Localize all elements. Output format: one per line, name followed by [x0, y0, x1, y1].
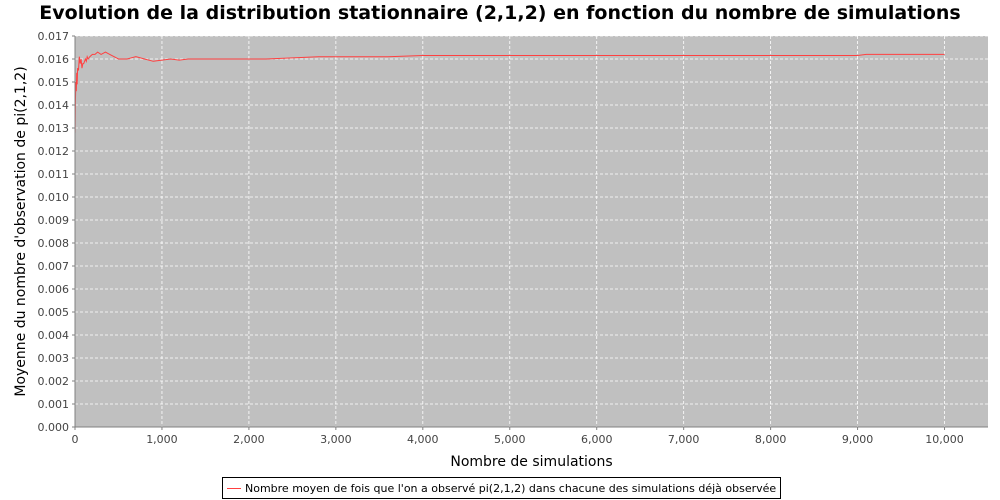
y-tick-label: 0.004	[38, 329, 70, 342]
y-tick-label: 0.014	[38, 99, 70, 112]
y-tick-label: 0.007	[38, 260, 70, 273]
x-tick-label: 7,000	[668, 433, 700, 446]
x-tick-label: 10,000	[925, 433, 964, 446]
x-tick-label: 6,000	[581, 433, 613, 446]
axes: 0.000 0.001 0.002 0.003 0.004 0.005 0.006 0.007…	[38, 30, 988, 446]
x-tick-label: 0	[72, 433, 79, 446]
chart-title: Evolution de la distribution stationnair…	[39, 2, 961, 24]
y-tick-label: 0.005	[38, 306, 70, 319]
legend-swatch	[227, 487, 241, 489]
x-axis-label: Nombre de simulations	[450, 454, 612, 470]
x-tick-label: 9,000	[842, 433, 874, 446]
y-tick-label: 0.001	[38, 398, 70, 411]
y-tick-label: 0.009	[38, 214, 70, 227]
series-layer	[74, 51, 945, 133]
legend-label: Nombre moyen de fois que l'on a observé …	[245, 481, 777, 495]
legend: Nombre moyen de fois que l'on a observé …	[222, 477, 782, 499]
x-tick-label: 1,000	[146, 433, 178, 446]
y-tick-label: 0.017	[38, 30, 70, 43]
x-tick-label: 8,000	[755, 433, 787, 446]
y-tick-label: 0.015	[38, 76, 70, 89]
y-tick-label: 0.002	[38, 375, 70, 388]
series-line	[74, 51, 945, 133]
plot-area	[75, 36, 988, 427]
x-tick-label: 2,000	[233, 433, 265, 446]
x-tick-label: 3,000	[320, 433, 352, 446]
grid-lines	[74, 35, 988, 428]
x-tick-label: 5,000	[494, 433, 526, 446]
y-tick-label: 0.003	[38, 352, 70, 365]
y-tick-label: 0.008	[38, 237, 70, 250]
y-tick-label: 0.011	[38, 168, 70, 181]
y-tick-label: 0.000	[38, 421, 70, 434]
y-tick-label: 0.012	[38, 145, 70, 158]
y-tick-label: 0.013	[38, 122, 70, 135]
y-tick-label: 0.006	[38, 283, 70, 296]
y-axis-label: Moyenne du nombre d'observation de pi(2,…	[13, 66, 29, 396]
y-tick-label: 0.016	[38, 53, 70, 66]
x-tick-label: 4,000	[407, 433, 439, 446]
y-tick-label: 0.010	[38, 191, 70, 204]
